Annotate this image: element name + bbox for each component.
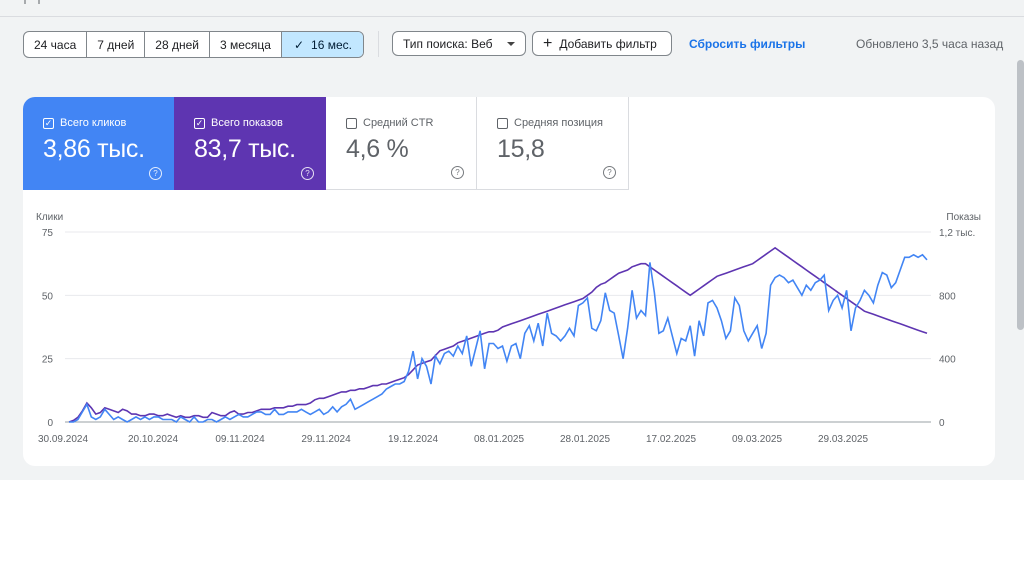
metric-tile-position[interactable]: Средняя позиция 15,8 ? <box>477 97 629 190</box>
range-16m-button[interactable]: ✓ 16 мес. <box>281 32 363 57</box>
range-7d-button[interactable]: 7 дней <box>87 32 146 57</box>
checkbox-unchecked-icon[interactable] <box>346 117 357 129</box>
right-axis-tick: 1,2 тыс. <box>939 228 975 239</box>
x-axis-tick: 17.02.2025 <box>646 434 696 445</box>
plus-icon: + <box>543 34 553 52</box>
metric-value: 83,7 тыс. <box>194 135 296 163</box>
range-28d-button[interactable]: 28 дней <box>145 32 210 57</box>
range-24h-button[interactable]: 24 часа <box>24 32 88 57</box>
left-axis-tick: 0 <box>47 418 53 429</box>
metric-value: 15,8 <box>497 135 545 163</box>
reset-filters-link[interactable]: Сбросить фильтры <box>689 37 806 51</box>
checkbox-unchecked-icon[interactable] <box>497 117 508 129</box>
left-axis-tick: 25 <box>42 355 54 366</box>
metric-label: Всего показов <box>211 117 283 129</box>
metric-value: 3,86 тыс. <box>43 135 145 163</box>
x-axis-tick: 09.11.2024 <box>215 434 265 445</box>
x-axis-tick: 09.03.2025 <box>732 434 782 445</box>
checkbox-checked-icon[interactable]: ✓ <box>194 117 205 129</box>
x-axis-tick: 29.03.2025 <box>818 434 868 445</box>
help-icon[interactable]: ? <box>603 166 616 179</box>
check-icon: ✓ <box>293 37 305 52</box>
x-axis-tick: 08.01.2025 <box>474 434 524 445</box>
performance-card: ✓ Всего кликов 3,86 тыс. ? ✓ Всего показ… <box>23 97 995 466</box>
metric-label: Средняя позиция <box>514 117 603 129</box>
range-3m-button[interactable]: 3 месяца <box>210 32 282 57</box>
metric-value: 4,6 % <box>346 135 409 163</box>
metric-label: Всего кликов <box>60 117 127 129</box>
right-axis-tick: 400 <box>939 355 956 366</box>
metric-tile-impressions[interactable]: ✓ Всего показов 83,7 тыс. ? <box>174 97 326 190</box>
x-axis-tick: 29.11.2024 <box>301 434 351 445</box>
updated-status: Обновлено 3,5 часа назад <box>856 37 1004 51</box>
x-axis-tick: 28.01.2025 <box>560 434 610 445</box>
help-icon[interactable]: ? <box>301 167 314 180</box>
x-axis-tick: 19.12.2024 <box>388 434 438 445</box>
x-axis-tick: 20.10.2024 <box>128 434 178 445</box>
search-type-dropdown[interactable]: Тип поиска: Веб <box>392 31 526 56</box>
performance-chart[interactable]: Клики Показы 75 50 25 0 1,2 тыс. 800 400 0 30.… <box>23 97 995 466</box>
filter-toolbar: 24 часа 7 дней 28 дней 3 месяца ✓ 16 мес… <box>23 31 1003 58</box>
dropdown-arrow-icon <box>507 41 515 46</box>
impressions-series-line <box>68 246 928 423</box>
right-axis-tick: 800 <box>939 291 956 302</box>
toolbar-divider <box>378 31 379 57</box>
search-type-label: Тип поиска: Веб <box>403 36 493 51</box>
right-axis-tick: 0 <box>939 418 945 429</box>
metric-tile-clicks[interactable]: ✓ Всего кликов 3,86 тыс. ? <box>23 97 174 190</box>
left-axis-tick: 50 <box>42 291 54 302</box>
date-range-selector: 24 часа 7 дней 28 дней 3 месяца ✓ 16 мес… <box>23 31 364 58</box>
checkbox-checked-icon[interactable]: ✓ <box>43 117 54 129</box>
page-scrollbar[interactable] <box>1017 60 1024 330</box>
range-16m-label: 16 мес. <box>311 37 352 52</box>
metric-tile-ctr[interactable]: Средний CTR 4,6 % ? <box>326 97 477 190</box>
clicks-series-line <box>69 253 928 424</box>
add-filter-label: Добавить фильтр <box>559 36 657 51</box>
add-filter-button[interactable]: + Добавить фильтр <box>532 31 672 56</box>
header-divider <box>0 16 1024 17</box>
left-axis-title: Клики <box>36 212 63 223</box>
help-icon[interactable]: ? <box>451 166 464 179</box>
x-axis-tick: 30.09.2024 <box>38 434 88 445</box>
metric-label: Средний CTR <box>363 117 434 129</box>
help-icon[interactable]: ? <box>149 167 162 180</box>
top-header-remnant <box>24 0 40 4</box>
right-axis-title: Показы <box>946 212 981 223</box>
left-axis-tick: 75 <box>42 228 54 239</box>
